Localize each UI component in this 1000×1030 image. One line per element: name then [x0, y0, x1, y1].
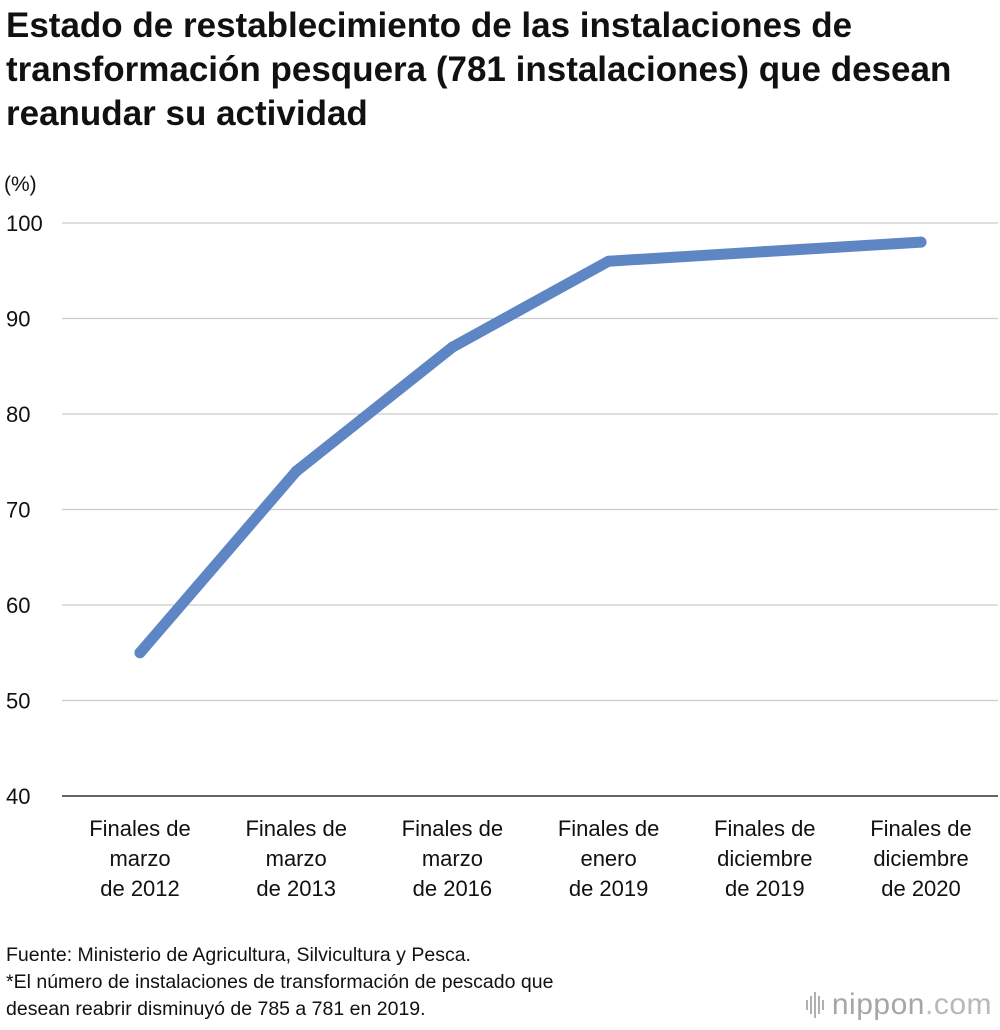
logo-dot: . [924, 988, 934, 1021]
y-tick-label: 80 [6, 402, 30, 427]
y-axis-unit-label: (%) [4, 173, 37, 196]
x-category-label: Finales de marzo de 2016 [402, 816, 504, 901]
x-category-label-line: de 2016 [413, 876, 493, 901]
sound-wave-icon [805, 992, 824, 1018]
logo-brand: nippon [831, 988, 925, 1021]
x-category-label-line: diciembre [873, 846, 968, 871]
data-point [446, 341, 458, 353]
data-point [134, 647, 146, 659]
y-tick-label: 60 [6, 593, 30, 618]
x-category-label: Finales de enero de 2019 [558, 816, 660, 901]
y-tick-label: 50 [6, 689, 30, 714]
logo-wordmark: nippon.com [832, 988, 992, 1022]
x-category-label-line: Finales de [870, 816, 972, 841]
x-category-label-line: marzo [109, 846, 170, 871]
data-point [915, 236, 927, 248]
data-point [603, 255, 615, 267]
x-category-label-line: de 2013 [256, 876, 336, 901]
x-category-label-line: de 2012 [100, 876, 180, 901]
chart-title: Estado de restablecimiento de las instal… [6, 6, 952, 133]
logo-tld: com [933, 988, 992, 1021]
x-category-label: Finales de diciembre de 2019 [714, 816, 816, 901]
x-category-label-line: Finales de [558, 816, 660, 841]
x-category-label-line: marzo [266, 846, 327, 871]
x-category-label-line: Finales de [245, 816, 347, 841]
x-category-label: Finales de marzo de 2013 [245, 816, 347, 901]
x-category-label-line: de 2019 [569, 876, 649, 901]
x-category-label: Finales de marzo de 2012 [89, 816, 191, 901]
footnote-line-1: *El número de instalaciones de transform… [6, 971, 554, 993]
x-category-label-line: de 2019 [725, 876, 805, 901]
x-category-label: Finales de diciembre de 2020 [870, 816, 972, 901]
x-category-label-line: Finales de [714, 816, 816, 841]
footnote-line-2: desean reabrir disminuyó de 785 a 781 en… [6, 998, 426, 1020]
x-category-label-line: diciembre [717, 846, 812, 871]
y-tick-label: 70 [6, 498, 30, 523]
x-axis-category-labels: Finales de marzo de 2012 Finales de marzo de … [89, 816, 972, 901]
source-note: Fuente: Ministerio de Agricultura, Silvi… [6, 944, 471, 966]
y-tick-label: 90 [6, 307, 30, 332]
data-point [290, 465, 302, 477]
footer: Fuente: Ministerio de Agricultura, Silvi… [6, 942, 766, 1023]
x-category-label-line: Finales de [89, 816, 191, 841]
x-category-label-line: de 2020 [881, 876, 961, 901]
y-axis: (%) 40 50 60 70 80 90 100 [4, 173, 43, 809]
line-chart: (%) 40 50 60 70 80 90 100 Finales de marzo de 20… [4, 173, 998, 901]
nippon-logo: nippon.com [805, 982, 992, 1028]
x-category-label-line: Finales de [402, 816, 504, 841]
data-point [759, 246, 771, 258]
y-tick-label: 40 [6, 784, 30, 809]
y-tick-label: 100 [6, 211, 43, 236]
series-line [134, 236, 927, 659]
data-series [134, 236, 927, 659]
x-category-label-line: enero [580, 846, 636, 871]
gridlines [62, 222, 998, 797]
x-category-label-line: marzo [422, 846, 483, 871]
